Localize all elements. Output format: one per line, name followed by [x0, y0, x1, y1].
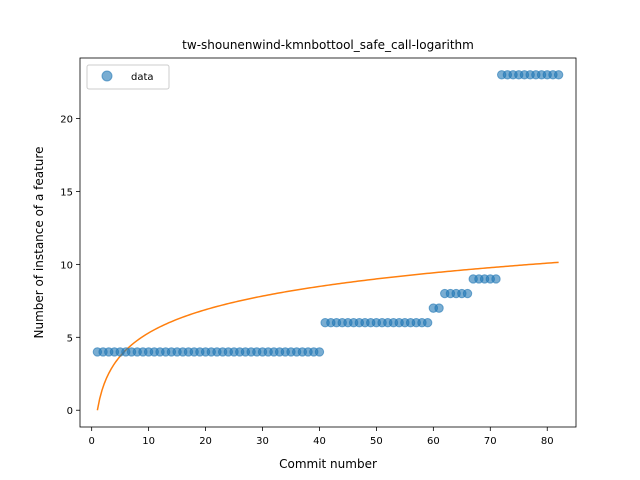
x-axis-ticks: 0 10 20 30 40 50 60 70 80: [88, 427, 554, 447]
plot-frame: [79, 57, 577, 428]
x-axis-label: Commit number: [279, 457, 377, 471]
legend-marker: [101, 70, 113, 82]
data-point: [422, 318, 433, 328]
y-tick-label: 10: [60, 260, 73, 271]
legend-box: [86, 64, 170, 90]
x-tick-label: 40: [313, 436, 326, 447]
plot-area: [80, 58, 576, 427]
data-point: [462, 288, 473, 299]
y-axis-label: Number of instance of a feature: [32, 147, 46, 339]
fit-curve: [96, 261, 559, 411]
x-tick-label: 10: [142, 436, 155, 447]
data-points-layer: [92, 70, 564, 357]
legend-label-data: data: [131, 72, 154, 83]
fit-curve-layer: [96, 261, 559, 411]
chart-title: tw-shounenwind-kmnbottool_safe_call-loga…: [182, 38, 474, 52]
x-tick-label: 50: [370, 436, 383, 447]
y-tick-label: 15: [60, 187, 73, 198]
x-tick-label: 60: [427, 436, 440, 447]
x-tick-label: 70: [484, 436, 497, 447]
y-tick-label: 5: [67, 333, 73, 344]
x-tick-label: 80: [541, 436, 554, 447]
x-tick-label: 30: [256, 436, 269, 447]
y-axis-ticks: 0 5 10 15 20: [60, 115, 80, 417]
y-tick-label: 0: [67, 406, 73, 417]
data-point: [491, 274, 501, 284]
x-tick-label: 0: [88, 436, 94, 447]
data-point: [553, 70, 564, 80]
y-tick-label: 20: [60, 115, 73, 126]
x-tick-label: 20: [199, 436, 212, 447]
data-point: [314, 347, 325, 357]
legend: data: [86, 64, 170, 90]
data-point: [434, 303, 444, 313]
